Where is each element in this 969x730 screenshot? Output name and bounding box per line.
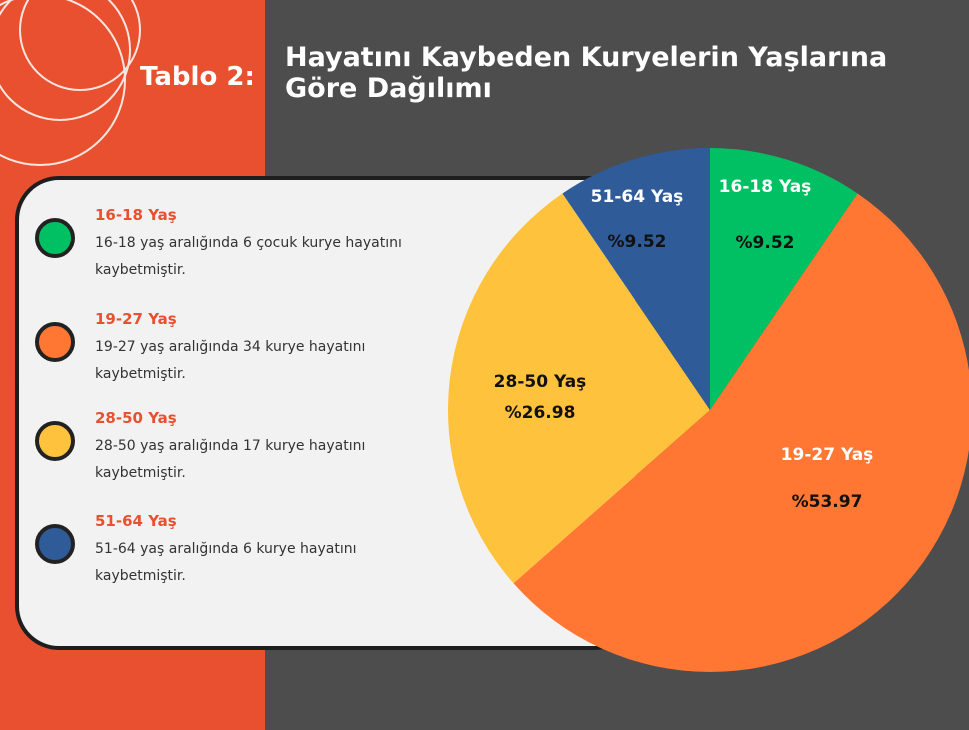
pie-slice (562, 148, 710, 410)
table-label: Tablo 2: (140, 62, 255, 92)
legend-description: 28-50 yaş aralığında 17 kurye hayatını k… (95, 438, 366, 481)
legend-name: 51-64 Yaş (95, 512, 177, 530)
chart-title: Hayatını Kaybeden Kuryelerin Yaşlarına G… (285, 42, 888, 104)
legend-marker (35, 524, 75, 564)
slice-value: %53.97 (792, 492, 863, 512)
legend-marker (35, 421, 75, 461)
pie-slice (710, 148, 858, 410)
pie-slice (447, 193, 710, 584)
slice-label: 16-18 Yaş (719, 177, 812, 197)
legend-name: 19-27 Yaş (95, 310, 177, 328)
legend-marker (35, 218, 75, 258)
slice-label: 28-50 Yaş (494, 372, 587, 392)
legend-description: 51-64 yaş aralığında 6 kurye hayatını ka… (95, 541, 357, 584)
slice-value: %9.52 (736, 233, 795, 253)
legend-name: 16-18 Yaş (95, 206, 177, 224)
legend-description: 16-18 yaş aralığında 6 çocuk kurye hayat… (95, 235, 402, 278)
legend-description: 19-27 yaş aralığında 34 kurye hayatını k… (95, 339, 366, 382)
legend-name: 28-50 Yaş (95, 409, 177, 427)
slice-value: %26.98 (505, 403, 576, 423)
pie-slice (513, 193, 969, 672)
slice-label: 51-64 Yaş (591, 187, 684, 207)
legend-marker (35, 322, 75, 362)
slice-label: 19-27 Yaş (781, 445, 874, 465)
slice-value: %9.52 (608, 232, 667, 252)
decoration (0, 0, 141, 166)
